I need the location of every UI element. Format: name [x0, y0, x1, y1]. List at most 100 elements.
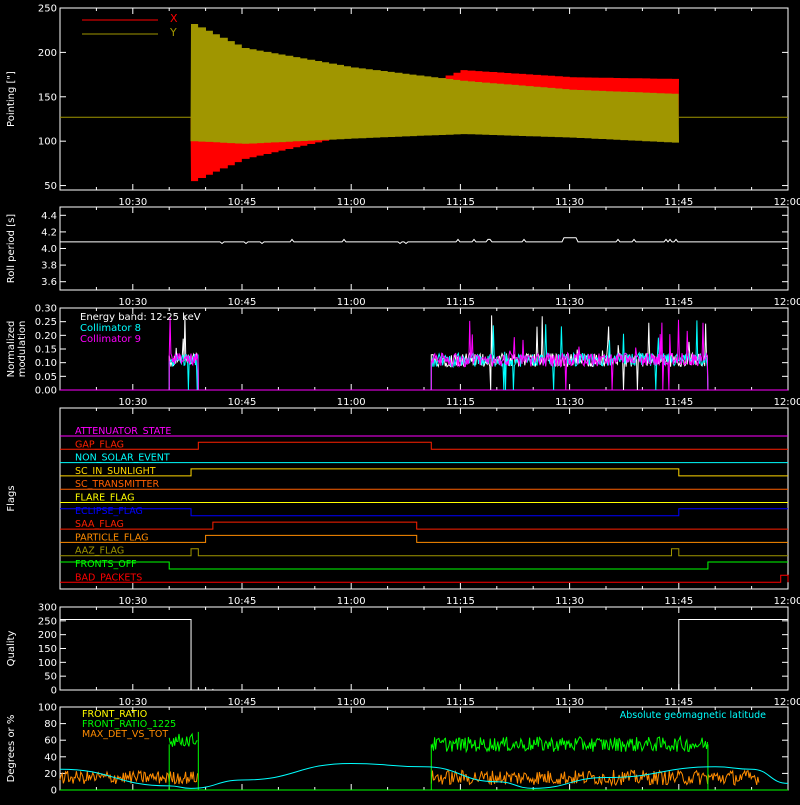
- y-tick-label: 150: [38, 92, 57, 103]
- y-tick-label: 4.0: [41, 244, 57, 255]
- flag-line: [60, 508, 788, 517]
- y-tick-label: 0.20: [35, 331, 57, 342]
- x-tick-label: 12:00: [774, 697, 800, 708]
- flag-label: SC_IN_SUNLIGHT: [75, 466, 156, 477]
- flag-label: SC_TRANSMITTER: [75, 479, 160, 490]
- x-tick-label: 11:15: [446, 596, 475, 607]
- x-tick-label: 11:45: [664, 197, 693, 208]
- y-series-line: [190, 23, 679, 144]
- modulation-series-3: [168, 317, 199, 391]
- y-tick-label: 100: [38, 658, 57, 669]
- y-tick-label: 4.4: [41, 211, 57, 222]
- geomagnetic-latitude-line: [59, 762, 789, 789]
- flag-line: [60, 468, 788, 477]
- flag-label: ATTENUATOR_STATE: [75, 426, 171, 437]
- y-tick-label: 250: [38, 616, 57, 627]
- y-tick-label: 0.05: [35, 372, 57, 383]
- x-tick-label: 11:00: [337, 697, 366, 708]
- front-ratio-1225-series: [168, 732, 198, 747]
- quality-line: [60, 618, 788, 691]
- x-tick-label: 11:30: [555, 596, 584, 607]
- panel-5: 10:30 10:45 11:00 11:15 11:30 11:45 12:00 0 50 10…: [6, 603, 800, 709]
- x-tick-label: 11:15: [446, 197, 475, 208]
- flag-line: [60, 561, 788, 570]
- x-tick-label: 10:45: [228, 596, 257, 607]
- y-tick-label: 150: [38, 644, 57, 655]
- x-tick-label: 12:00: [774, 596, 800, 607]
- geomagnetic-latitude-label: Absolute geomagnetic latitude: [620, 710, 766, 721]
- y-tick-label: 3.6: [41, 277, 57, 288]
- x-tick-label: 11:00: [337, 197, 366, 208]
- y-tick-label: 0.25: [35, 317, 57, 328]
- max-det-series: [430, 769, 760, 787]
- x-tick-label: 11:45: [664, 697, 693, 708]
- flag-line: [60, 521, 788, 530]
- y-tick-label: 300: [38, 603, 57, 614]
- modulation-legend-1: Energy band: 12-25 keV: [80, 312, 201, 323]
- x-tick-label: 11:00: [337, 397, 366, 408]
- y-tick-label: 4.2: [41, 227, 57, 238]
- legend-label-y: Y: [169, 26, 177, 39]
- flag-label: AAZ_FLAG: [75, 546, 124, 557]
- flag-line: [60, 534, 788, 543]
- y-tick-label: 0.15: [35, 345, 57, 356]
- y-axis-label: Pointing ["]: [6, 71, 17, 127]
- x-tick-label: 11:45: [664, 397, 693, 408]
- y-tick-label: 250: [38, 4, 57, 15]
- x-tick-label: 11:45: [664, 297, 693, 308]
- y-tick-label: 0.10: [35, 358, 57, 369]
- panel-2: 10:30 10:45 11:00 11:15 11:30 11:45 12:00 3.6 3.…: [6, 206, 800, 308]
- flag-label: NON_SOLAR_EVENT: [75, 453, 170, 464]
- y-tick-label: 0: [51, 786, 57, 797]
- x-tick-label: 11:30: [555, 397, 584, 408]
- flag-label: SAA_FLAG: [75, 519, 124, 530]
- x-tick-label: 11:00: [337, 297, 366, 308]
- panel-frame: [59, 206, 789, 291]
- degrees-legend-3: MAX_DET_VS_TOT: [82, 729, 168, 740]
- flag-label: BAD_PACKETS: [75, 572, 142, 583]
- modulation-series-3: [430, 319, 709, 391]
- panel-3: 10:30 10:45 11:00 11:15 11:30 11:45 12:00 0.00 0…: [6, 304, 800, 409]
- y-tick-label: 40: [44, 752, 57, 763]
- y-axis-label: Normalized: [6, 321, 17, 378]
- x-tick-label: 10:30: [118, 697, 147, 708]
- x-tick-label: 11:30: [555, 297, 584, 308]
- legend-label-x: X: [170, 12, 178, 25]
- flag-label: ECLIPSE_FLAG: [75, 506, 143, 517]
- x-tick-label: 12:00: [774, 197, 800, 208]
- y-tick-label: 20: [44, 769, 57, 780]
- y-axis-label: Roll period [s]: [6, 214, 17, 283]
- y-tick-label: 50: [44, 181, 57, 192]
- x-tick-label: 10:45: [228, 397, 257, 408]
- degrees-legend-1: FRONT_RATIO: [82, 709, 147, 720]
- y-tick-label: 0: [51, 686, 57, 697]
- x-tick-label: 11:30: [555, 197, 584, 208]
- y-axis-label: modulation: [17, 321, 28, 378]
- x-tick-label: 10:45: [228, 297, 257, 308]
- x-tick-label: 11:30: [555, 697, 584, 708]
- flag-line: [60, 441, 788, 450]
- flag-label: FLARE_FLAG: [75, 493, 135, 504]
- modulation-legend-3: Collimator 9: [80, 334, 141, 345]
- x-tick-label: 12:00: [774, 397, 800, 408]
- y-tick-label: 80: [44, 719, 57, 730]
- flag-label: GAP_FLAG: [75, 439, 124, 450]
- panel-6: 0 20 40 60 80 100 Degrees or % FRONT_RATIOFRONT…: [6, 703, 789, 797]
- y-tick-label: 0.00: [35, 386, 57, 397]
- y-tick-label: 100: [38, 703, 57, 714]
- y-tick-label: 50: [44, 672, 57, 683]
- x-tick-label: 10:30: [118, 596, 147, 607]
- y-axis-label: Degrees or %: [6, 715, 17, 783]
- flag-label: PARTICLE_FLAG: [75, 532, 148, 543]
- y-tick-label: 200: [38, 630, 57, 641]
- y-axis-label: Flags: [6, 485, 17, 511]
- y-tick-label: 3.8: [41, 261, 57, 272]
- y-tick-label: 60: [44, 736, 57, 747]
- flag-line: [60, 574, 789, 583]
- y-tick-label: 100: [38, 137, 57, 148]
- y-axis-label: Quality: [6, 631, 17, 667]
- flag-line: [60, 548, 788, 557]
- panel-4: 10:30 10:45 11:00 11:15 11:30 11:45 12:00 Flags…: [6, 407, 800, 607]
